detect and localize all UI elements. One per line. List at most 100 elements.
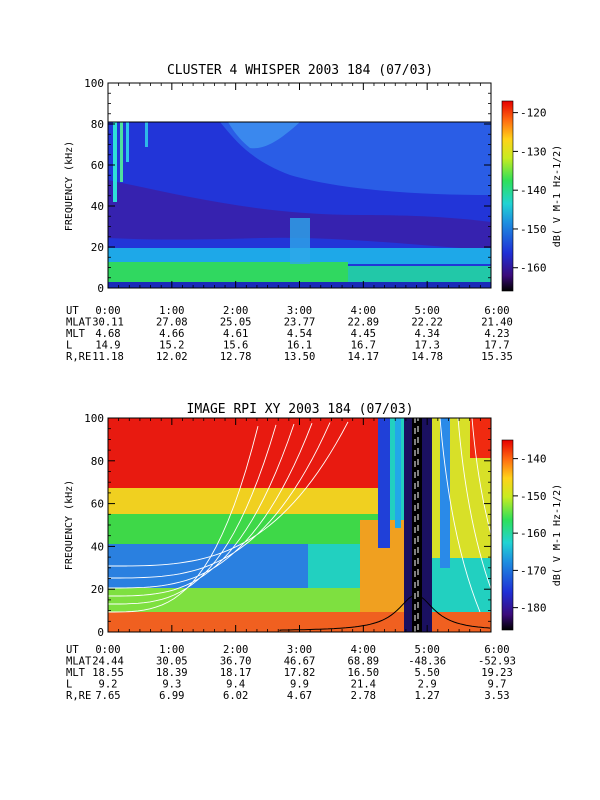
ephemeris-value: 17.7 [484,340,509,352]
ephemeris-value: 2.9 [418,679,437,691]
ephemeris-value: 2:00 [223,644,248,656]
panel2-bottom-red [108,612,491,632]
panel1-title: CLUSTER 4 WHISPER 2003 184 (07/03) [167,63,433,78]
ephemeris-value: 4.45 [351,328,376,340]
panel2-dashed-marker [414,418,419,632]
ephemeris-value: 16.50 [348,667,380,679]
panel1-dark-band [108,180,491,250]
ephemeris-value: 2:00 [223,305,248,317]
ephemeris-value: 0:00 [95,644,120,656]
ephemeris-value: 3.53 [484,690,509,702]
panel1-colorbar-ticks: -120 -130 -140 -150 -160 [513,107,547,275]
y-tick-label: 40 [91,540,104,553]
ephemeris-row-label: UT [66,644,79,656]
ephemeris-value: 6:00 [484,644,509,656]
ephemeris-value: -52.93 [478,656,516,668]
ephemeris-value: 30.11 [92,317,124,329]
ephemeris-value: 9.7 [488,679,507,691]
panel1-spike-3 [126,122,129,162]
ephemeris-value: 21.4 [351,679,376,691]
panel2-right-red [470,418,491,458]
panel2-black-curve [279,594,491,631]
y-tick-label: 80 [91,118,104,131]
y-tick-label: 60 [91,498,104,511]
y-tick-label: 20 [91,583,104,596]
ephemeris-value: 27.08 [156,317,188,329]
ephemeris-value: 68.89 [348,656,380,668]
ephemeris-value: 6.99 [159,690,184,702]
colorbar-tick-label: -170 [520,564,547,577]
panel-cluster: CLUSTER 4 WHISPER 2003 184 (07/03) 0 20 40… [64,63,563,363]
colorbar-tick-label: -140 [520,184,547,197]
panel2-y-axis: 0 20 40 60 80 100 [84,412,491,639]
colorbar-tick-label: -140 [520,453,547,466]
ephemeris-value: 14.78 [411,351,443,363]
ephemeris-value: 16.1 [287,340,312,352]
panel2-colorbar-strip [501,439,514,631]
ephemeris-value: 18.55 [92,667,124,679]
panel2-black-column [412,418,422,632]
ephemeris-value: 5:00 [415,305,440,317]
ephemeris-value: 17.3 [415,340,440,352]
ephemeris-value: -48.36 [408,656,446,668]
ephemeris-value: 14.9 [95,340,120,352]
ephemeris-value: 2.78 [351,690,376,702]
ephemeris-value: 4:00 [351,644,376,656]
panel2-x-axis [107,418,492,632]
colorbar-tick-label: -130 [520,145,547,158]
ephemeris-value: 12.78 [220,351,252,363]
panel1-ephemeris: UT 0:00 1:00 2:00 3:00 4:00 5:00 6:00 MLAT 30.11 2… [66,305,513,363]
panel1-spectrogram [108,122,491,288]
panel1-upper-light-cone [220,122,491,195]
ephemeris-value: 22.22 [411,317,443,329]
ephemeris-value: 18.39 [156,667,188,679]
panel2-blue-column-3 [440,418,450,568]
colorbar-tick-label: -160 [520,527,547,540]
ephemeris-value: 30.05 [156,656,188,668]
ephemeris-value: 17.82 [284,667,316,679]
ephemeris-row-label: MLT [66,667,86,679]
y-tick-label: 100 [84,77,104,90]
panel2-mid-green [108,514,378,544]
panel2-colorbar-ticks: -140 -150 -160 -170 -180 [513,453,547,615]
ephemeris-row-label: MLAT [66,317,92,329]
ephemeris-value: 5.50 [415,667,440,679]
ephemeris-value: 15.35 [481,351,513,363]
ephemeris-value: 15.6 [223,340,248,352]
ephemeris-value: 4:00 [351,305,376,317]
panel1-y-label: FREQUENCY (kHz) [64,141,75,231]
ephemeris-value: 16.7 [351,340,376,352]
ephemeris-value: 6:00 [484,305,509,317]
ephemeris-row-label: UT [66,305,79,317]
panel2-y-label: FREQUENCY (kHz) [64,480,75,570]
panel2-top-red [108,418,378,488]
panel1-lowfreq-green [108,262,348,282]
panel2-title: IMAGE RPI XY 2003 184 (07/03) [187,402,414,417]
ephemeris-value: 4.54 [287,328,312,340]
panel2-top-yellow [108,488,378,514]
ephemeris-value: 21.40 [481,317,513,329]
ephemeris-value: 5:00 [415,644,440,656]
ephemeris-value: 4.23 [484,328,509,340]
ephemeris-row-label: MLT [66,328,86,340]
ephemeris-value: 46.67 [284,656,316,668]
panel1-burst [290,218,310,264]
panel2-colorbar-label: dB( V M-1 Hz-1/2) [552,484,563,586]
panel2-spectrogram [108,418,491,632]
y-tick-label: 100 [84,412,104,425]
ephemeris-value: 15.2 [159,340,184,352]
panel1-colorbar-strip [501,100,514,292]
panel1-spike-1 [113,122,117,202]
ephemeris-value: 23.77 [284,317,316,329]
ephemeris-row-label: L [66,340,72,352]
panel1-x-axis [107,83,492,288]
ephemeris-row-label: MLAT [66,656,92,668]
ephemeris-value: 19.23 [481,667,513,679]
ephemeris-value: 3:00 [287,305,312,317]
ephemeris-value: 1.27 [415,690,440,702]
panel2-blue-column-2 [395,418,401,528]
ephemeris-value: 3:00 [287,644,312,656]
y-tick-label: 80 [91,455,104,468]
panel1-lowfreq-green2 [348,266,491,282]
